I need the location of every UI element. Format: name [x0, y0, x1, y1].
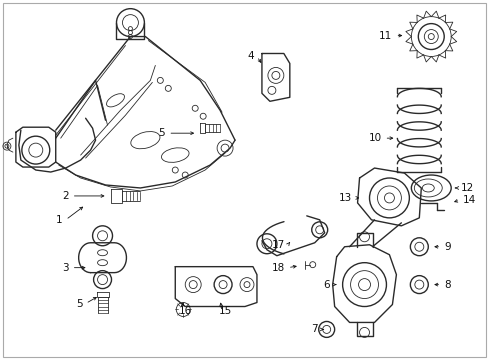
Text: 7: 7: [310, 324, 317, 334]
Text: 14: 14: [462, 195, 475, 205]
Text: 12: 12: [460, 183, 473, 193]
Text: 5: 5: [76, 298, 82, 309]
Text: 9: 9: [443, 242, 450, 252]
Text: 1: 1: [56, 215, 62, 225]
Text: 4: 4: [247, 51, 253, 62]
Text: 3: 3: [62, 263, 68, 273]
Text: 6: 6: [323, 280, 329, 289]
Text: 17: 17: [271, 240, 285, 250]
Text: 18: 18: [271, 263, 285, 273]
Text: 5: 5: [159, 128, 165, 138]
Text: 10: 10: [367, 133, 381, 143]
Text: 2: 2: [62, 191, 68, 201]
Text: 11: 11: [378, 31, 392, 41]
Text: 8: 8: [443, 280, 450, 289]
Text: 16: 16: [178, 306, 191, 316]
Text: 15: 15: [218, 306, 231, 316]
Text: 13: 13: [338, 193, 351, 203]
